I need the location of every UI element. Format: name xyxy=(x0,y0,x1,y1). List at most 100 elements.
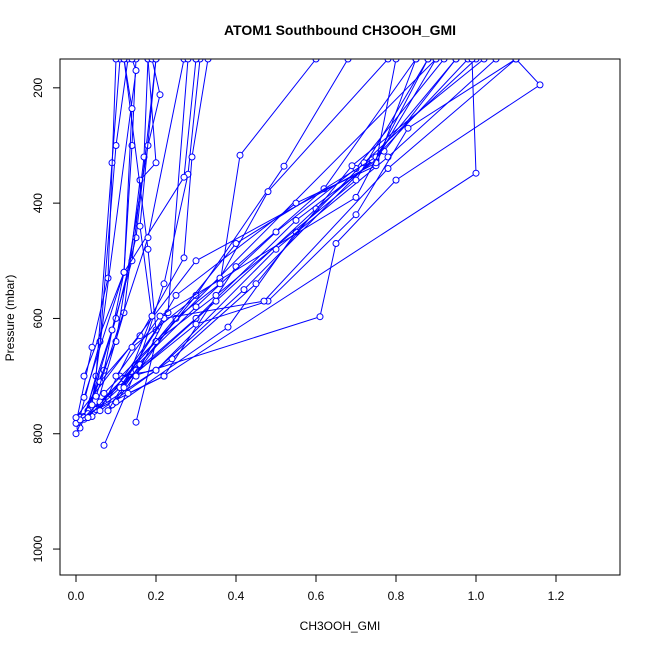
x-tick-label: 1.0 xyxy=(468,589,485,603)
data-point xyxy=(240,286,248,294)
data-point xyxy=(392,176,400,184)
data-point xyxy=(120,384,128,392)
data-point xyxy=(136,332,144,340)
data-point xyxy=(188,153,196,161)
data-point xyxy=(128,343,136,351)
series-28 xyxy=(124,59,480,397)
data-point xyxy=(84,414,92,422)
data-point xyxy=(348,162,356,170)
x-tick-label: 0.4 xyxy=(228,589,245,603)
data-point xyxy=(452,59,460,63)
data-point xyxy=(192,59,200,63)
series-8 xyxy=(88,59,140,409)
series-layer xyxy=(72,59,544,449)
data-point xyxy=(100,441,108,449)
chart-title: ATOM1 Southbound CH3OOH_GMI xyxy=(224,22,456,38)
data-point xyxy=(124,389,132,397)
data-point xyxy=(128,59,136,63)
data-point xyxy=(152,159,160,167)
series-line xyxy=(99,59,517,403)
x-tick-label: 1.2 xyxy=(548,589,565,603)
data-point xyxy=(260,297,268,305)
series-line xyxy=(127,59,477,394)
data-point xyxy=(136,222,144,230)
series-line xyxy=(75,59,117,424)
data-point xyxy=(160,280,168,288)
series-38 xyxy=(112,59,432,380)
data-point xyxy=(332,240,340,247)
data-point xyxy=(316,313,324,321)
data-point xyxy=(432,59,440,63)
series-31 xyxy=(92,59,188,400)
series-line xyxy=(123,59,541,380)
x-tick-label: 0.0 xyxy=(68,589,85,603)
data-point xyxy=(96,398,104,406)
data-point xyxy=(96,407,104,415)
series-17 xyxy=(80,59,448,422)
data-point xyxy=(148,312,156,320)
data-point xyxy=(204,59,212,63)
series-line xyxy=(75,59,397,418)
series-33 xyxy=(104,59,420,415)
data-point xyxy=(112,372,120,380)
series-line xyxy=(83,59,133,398)
x-tick-label: 0.8 xyxy=(388,589,405,603)
data-point xyxy=(192,320,200,328)
data-point xyxy=(468,59,476,63)
data-point xyxy=(212,297,220,305)
data-point xyxy=(472,169,480,177)
data-point xyxy=(72,430,80,438)
data-point xyxy=(144,245,152,253)
data-point xyxy=(192,303,200,311)
data-point xyxy=(156,312,164,320)
y-tick-label: 1000 xyxy=(31,535,45,562)
data-point xyxy=(536,81,544,89)
data-point xyxy=(424,59,432,63)
data-point xyxy=(80,393,88,401)
series-25 xyxy=(112,59,320,406)
data-point xyxy=(152,366,160,374)
data-point xyxy=(252,280,260,288)
data-point xyxy=(352,211,360,219)
data-point xyxy=(100,389,108,397)
data-point xyxy=(344,59,352,63)
data-point xyxy=(80,372,88,380)
data-point xyxy=(312,59,320,63)
data-point xyxy=(104,407,112,415)
data-point xyxy=(280,162,288,170)
data-point xyxy=(132,67,140,74)
y-tick-label: 200 xyxy=(31,77,45,97)
data-point xyxy=(156,91,164,99)
data-point xyxy=(392,59,400,63)
data-point xyxy=(492,59,500,63)
data-point xyxy=(440,59,448,63)
x-tick-label: 0.2 xyxy=(148,589,165,603)
data-point xyxy=(132,372,140,380)
data-point xyxy=(264,188,272,196)
data-point xyxy=(144,234,152,242)
data-point xyxy=(352,176,360,184)
data-point xyxy=(152,59,160,63)
data-point xyxy=(272,228,280,236)
data-point xyxy=(384,153,392,161)
x-tick-label: 0.6 xyxy=(308,589,325,603)
data-point xyxy=(132,418,140,426)
data-point xyxy=(160,372,168,380)
data-point xyxy=(292,216,300,224)
data-point xyxy=(192,257,200,265)
data-point xyxy=(112,59,120,63)
y-axis-title: Pressure (mbar) xyxy=(3,275,17,362)
series-line xyxy=(123,59,157,388)
x-axis-title: CH3OOH_GMI xyxy=(300,619,381,633)
series-23 xyxy=(116,59,460,380)
data-point xyxy=(384,59,392,63)
plot-frame xyxy=(59,58,621,576)
series-line xyxy=(83,59,197,377)
y-tick-label: 600 xyxy=(31,308,45,328)
data-point xyxy=(132,234,140,242)
data-point xyxy=(180,254,188,262)
y-tick-label: 800 xyxy=(31,423,45,443)
series-line xyxy=(115,59,429,377)
